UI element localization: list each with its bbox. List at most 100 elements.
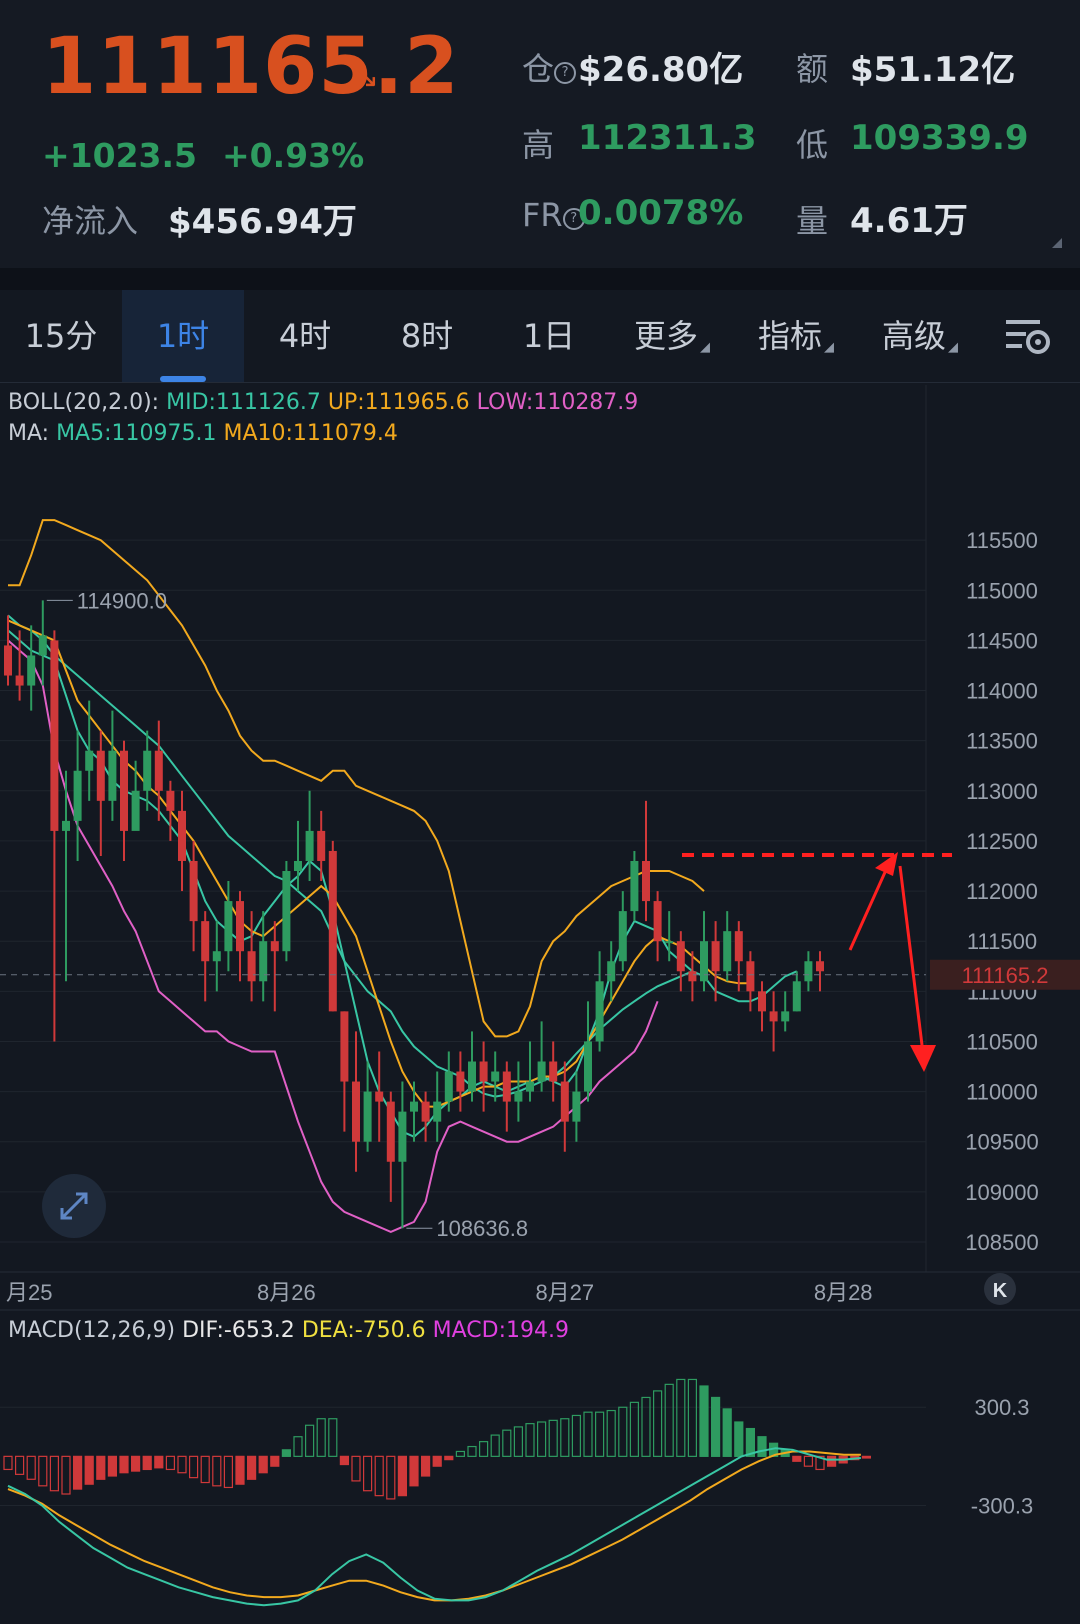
macd-y-tick-label: 300.3 xyxy=(974,1395,1029,1420)
candle-body xyxy=(433,1101,442,1122)
candle-body xyxy=(630,860,639,912)
tab-advanced[interactable]: 高级 ◢ xyxy=(881,317,958,355)
y-tick-label: 113500 xyxy=(966,729,1038,754)
volume-label: 量 xyxy=(796,202,829,240)
candle-body xyxy=(491,1071,500,1082)
x-tick-label: 8月27 xyxy=(535,1280,594,1305)
candle-body xyxy=(723,931,732,972)
price-direction-icon: ↘ xyxy=(354,60,380,95)
macd-histogram-bar xyxy=(583,1411,593,1457)
macd-histogram-bar xyxy=(96,1455,106,1480)
y-tick-label: 111500 xyxy=(967,929,1037,954)
candle-body xyxy=(247,951,256,982)
tab-8h[interactable]: 8时 xyxy=(400,317,454,355)
macd-histogram-bar xyxy=(594,1411,605,1457)
current-price-label: 111165.2 xyxy=(962,963,1049,988)
macd-histogram-bar xyxy=(38,1455,48,1487)
candle-body xyxy=(514,1091,523,1102)
candle-body xyxy=(4,645,12,676)
macd-histogram-bar xyxy=(258,1455,268,1474)
macd-histogram-bar xyxy=(467,1445,477,1457)
macd-histogram-bar xyxy=(641,1396,651,1457)
open-interest-label: 仓? xyxy=(522,44,578,90)
candle-body xyxy=(328,850,337,1012)
candle-body xyxy=(758,991,766,1012)
macd-y-tick-label: -300.3 xyxy=(971,1494,1033,1519)
macd-histogram-bar xyxy=(734,1421,744,1457)
candle-body xyxy=(479,1061,488,1082)
macd-histogram-bar xyxy=(3,1455,13,1471)
candle-body xyxy=(595,981,604,1042)
y-tick-label: 114000 xyxy=(966,679,1038,704)
arrow-down-head xyxy=(910,1045,936,1072)
candle-body xyxy=(584,1041,592,1092)
last-price: 111165.2 xyxy=(42,22,460,112)
tab-1d[interactable]: 1日 xyxy=(522,317,576,355)
y-tick-label: 109500 xyxy=(965,1130,1038,1155)
macd-histogram-bar xyxy=(165,1455,175,1471)
candle-body xyxy=(607,961,616,982)
macd-histogram-bar xyxy=(212,1455,222,1487)
macd-histogram-bar xyxy=(142,1455,152,1471)
candle-body xyxy=(526,1081,534,1092)
macd-histogram-bar xyxy=(107,1455,118,1477)
candle-body xyxy=(421,1101,430,1122)
help-icon[interactable]: ? xyxy=(562,208,585,230)
macd-histogram-bar xyxy=(305,1424,315,1457)
candle-body xyxy=(212,951,221,962)
candle-body xyxy=(96,750,105,801)
macd-histogram-bar xyxy=(699,1385,709,1457)
candle-body xyxy=(340,1011,349,1082)
x-tick-label: 月25 xyxy=(6,1280,52,1305)
help-icon[interactable]: ? xyxy=(554,62,577,84)
candle-body xyxy=(734,931,743,962)
candle-body xyxy=(363,1091,372,1142)
macd-histogram-bar xyxy=(479,1441,489,1457)
boll-lower-line xyxy=(7,639,659,1233)
macd-histogram-bar xyxy=(815,1455,825,1471)
macd-histogram-bar xyxy=(409,1455,419,1487)
macd-histogram-bar xyxy=(710,1396,721,1457)
expand-arrows-glyph xyxy=(60,1192,88,1220)
macd-histogram-bar xyxy=(223,1455,233,1489)
scroll-to-latest-icon[interactable] xyxy=(984,1273,1016,1305)
macd-histogram-bar xyxy=(374,1455,384,1497)
dropdown-caret-icon: ◢ xyxy=(948,340,958,355)
macd-histogram-bar xyxy=(200,1455,210,1484)
chart-settings-icon[interactable] xyxy=(1004,316,1054,356)
candle-body xyxy=(189,860,198,922)
tab-indicators[interactable]: 指标 ◢ xyxy=(757,317,834,355)
candle-body xyxy=(792,981,801,1012)
expand-corner-icon[interactable] xyxy=(1052,238,1062,248)
macd-histogram-bar xyxy=(722,1408,732,1457)
candle-body xyxy=(62,820,70,831)
y-tick-label: 112500 xyxy=(966,829,1038,854)
arrow-up-head xyxy=(875,852,898,876)
candle-body xyxy=(108,750,117,801)
dif-line xyxy=(7,1447,861,1607)
tab-1h[interactable]: 1时 xyxy=(122,290,244,382)
candle-body xyxy=(294,860,302,872)
netflow-label: 净流入 xyxy=(42,202,139,240)
tab-more[interactable]: 更多 ◢ xyxy=(633,317,710,355)
macd-histogram-bar xyxy=(560,1418,570,1457)
x-tick-label: 8月28 xyxy=(814,1280,873,1305)
dea-line xyxy=(7,1450,861,1602)
candle-body xyxy=(259,941,268,982)
candle-body xyxy=(15,675,24,686)
candle-body xyxy=(282,871,291,952)
macd-histogram-bar xyxy=(131,1455,141,1472)
tab-15m[interactable]: 15分 xyxy=(24,317,98,355)
candle-body xyxy=(456,1071,465,1092)
candle-body xyxy=(38,635,47,656)
macd-histogram-bar xyxy=(339,1455,349,1466)
macd-histogram-bar xyxy=(293,1436,303,1457)
tab-4h[interactable]: 4时 xyxy=(278,317,332,355)
min-marker-label: 108636.8 xyxy=(436,1216,528,1241)
macd-histogram-bar xyxy=(525,1423,535,1457)
y-tick-label: 112000 xyxy=(966,879,1038,904)
ma10-line xyxy=(7,619,751,1108)
ticker-header xyxy=(0,0,1080,268)
candle-body xyxy=(502,1071,511,1102)
